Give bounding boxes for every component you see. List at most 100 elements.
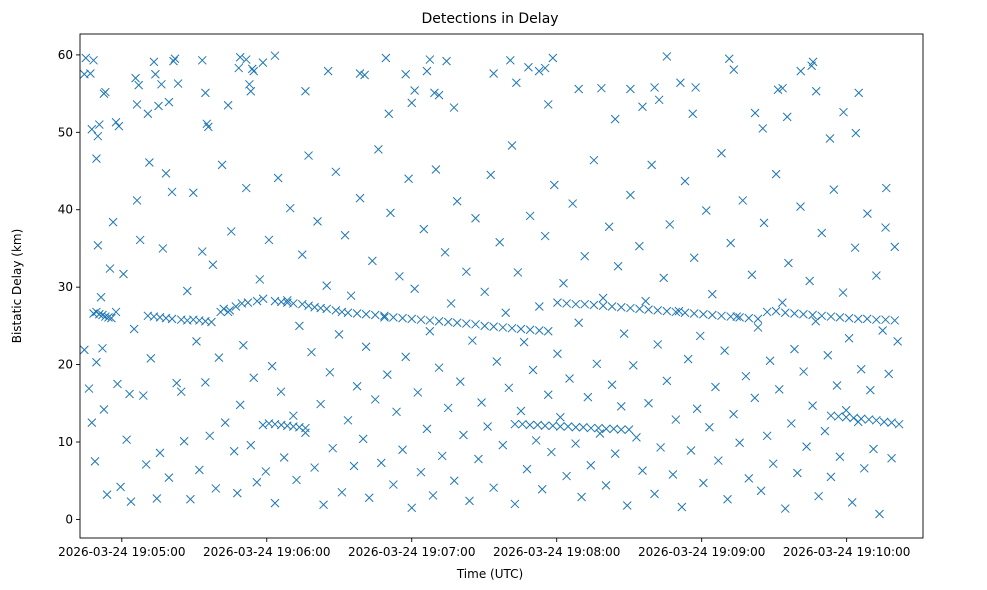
data-point [398,445,407,455]
data-point [94,120,104,129]
data-point [668,470,678,479]
data-point [872,271,881,280]
data-point [492,357,502,366]
data-point [313,217,322,226]
data-point [229,446,239,456]
data-point [398,313,407,323]
data-point [331,306,341,315]
data-point [571,299,581,309]
data-point [310,463,319,472]
data-point [267,361,277,371]
data-point [101,87,110,97]
data-point [307,347,316,357]
data-point [157,79,166,89]
data-point [577,492,586,502]
data-point [498,440,508,450]
data-point [172,378,182,388]
data-point [141,460,151,469]
data-point [741,371,751,381]
series-2 [264,411,904,434]
data-point [884,369,894,379]
data-point [522,464,532,474]
data-point [92,154,101,163]
data-point [601,481,611,490]
data-point [480,321,490,331]
data-point [829,185,839,194]
data-point [270,498,280,508]
data-point [688,109,698,119]
data-point [589,300,599,310]
data-point [235,400,245,410]
data-point [799,309,808,319]
data-point [389,313,398,322]
data-point [301,86,310,96]
y-tick-label: 40 [58,203,73,217]
data-point [195,465,204,475]
data-point [644,305,653,314]
data-point [549,180,559,190]
data-point [811,86,821,96]
data-point [328,443,338,453]
data-point [849,413,859,423]
data-point [430,88,439,98]
data-point [322,304,332,314]
data-point [407,503,417,513]
data-point [101,312,110,321]
data-point [154,101,163,111]
data-point [279,453,289,462]
data-point [504,383,514,393]
data-point [459,430,468,440]
data-point [782,112,792,122]
data-point [820,426,830,436]
data-point [471,319,480,329]
data-point [246,86,256,96]
data-point [292,475,301,485]
data-point [149,57,159,67]
data-point [273,173,283,183]
data-point [735,313,744,322]
data-point [104,313,113,322]
data-point [179,436,189,446]
data-point [738,196,748,205]
data-point [604,222,614,232]
data-point [282,295,292,305]
data-point [98,343,107,353]
data-point [96,292,106,302]
data-point [440,247,450,257]
data-point [844,333,854,343]
data-point [214,353,224,362]
data-point [634,241,644,251]
data-point [580,251,590,261]
data-point [628,361,638,370]
data-point [410,86,419,95]
data-point [808,57,818,67]
data-point [531,436,541,445]
data-point [223,100,233,110]
data-point [316,399,326,409]
data-point [510,499,520,509]
data-point [364,493,374,503]
data-point [562,471,571,481]
data-point [416,467,426,477]
data-point [176,387,186,397]
data-point [586,423,596,433]
data-point [477,398,486,407]
data-point [370,395,380,404]
data-point [122,435,131,445]
data-point [395,271,404,281]
data-point [238,340,248,350]
data-point [258,420,268,430]
y-tick-label: 30 [58,280,73,294]
data-point [114,121,124,131]
data-point [838,288,848,297]
data-point [662,306,672,316]
data-point [144,158,154,167]
data-point [689,309,699,318]
data-point [99,405,109,414]
data-point [747,270,757,280]
data-point [192,337,201,346]
data-point [762,307,772,317]
data-point [295,321,304,331]
data-point [638,102,647,112]
